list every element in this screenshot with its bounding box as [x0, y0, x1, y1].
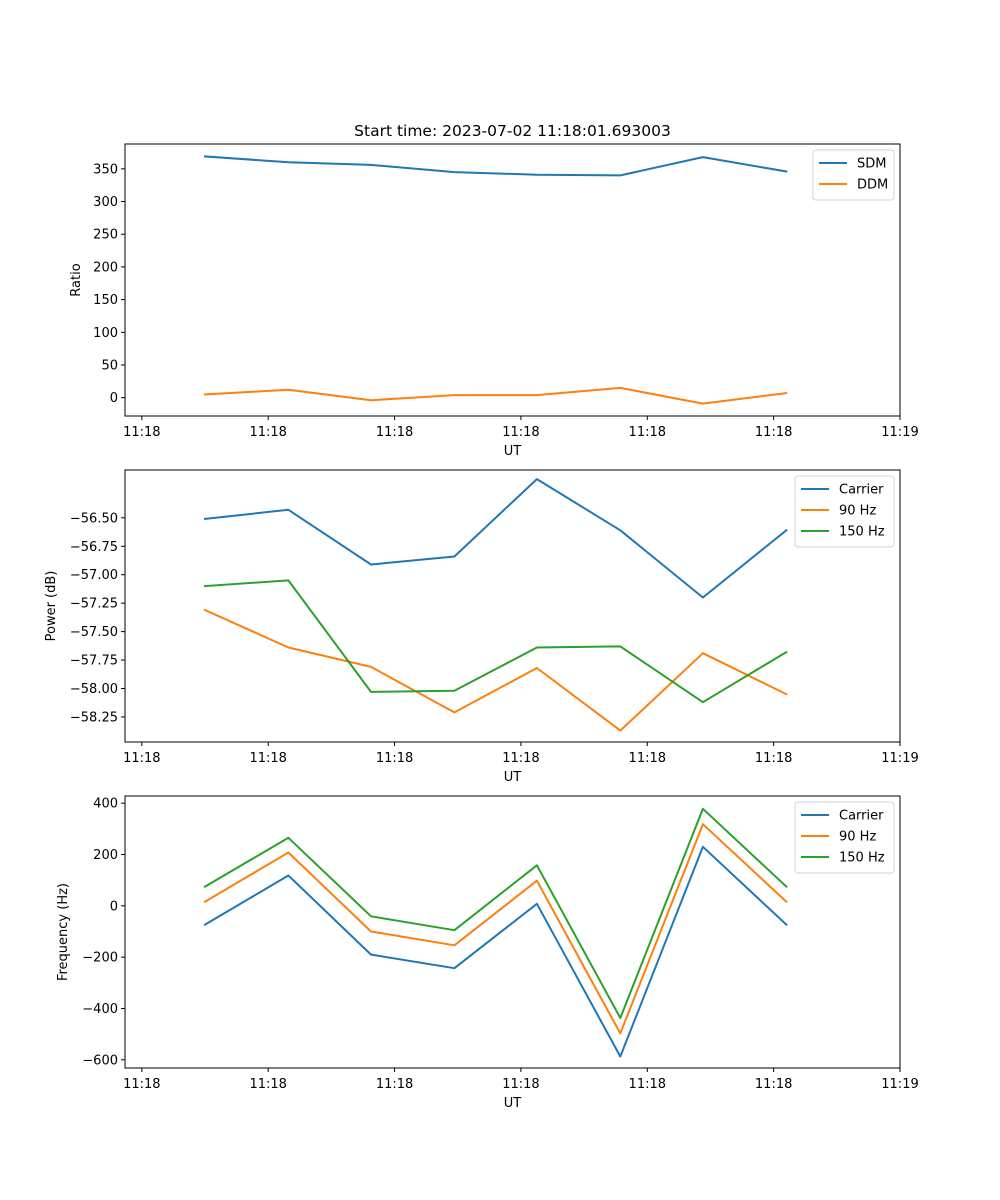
- power-axes-frame: [124, 469, 901, 743]
- ratio-legend: SDM DDM: [812, 149, 895, 201]
- power-xtick-label: 11:18: [123, 751, 160, 766]
- ratio-ytick-label: 150: [93, 293, 118, 308]
- figure-title: Start time: 2023-07-02 11:18:01.693003: [354, 122, 671, 140]
- ratio-x-axis-label: UT: [504, 444, 522, 459]
- frequency-xtick-label: 11:18: [249, 1077, 286, 1092]
- ratio-y-axis-label: Ratio: [69, 263, 84, 296]
- panel-power: 11:18 11:18 11:18 11:18 11:18 11:18 11:19 −58.2…: [44, 469, 919, 785]
- ratio-xtick-label: 11:18: [755, 425, 792, 440]
- frequency-legend-label-90-hz: 90 Hz: [839, 830, 876, 845]
- ratio-ytick-label: 250: [93, 228, 118, 243]
- ratio-ytick-label: 100: [93, 326, 118, 341]
- power-y-axis-label: Power (dB): [44, 571, 59, 642]
- power-xtick-label: 11:18: [249, 751, 286, 766]
- frequency-xtick-label: 11:19: [881, 1077, 918, 1092]
- frequency-xtick-label: 11:18: [123, 1077, 160, 1092]
- power-legend-label-carrier: Carrier: [839, 483, 884, 498]
- ratio-xtick-label: 11:18: [376, 425, 413, 440]
- ratio-legend-label-ddm: DDM: [857, 178, 888, 193]
- ratio-xtick-label: 11:18: [249, 425, 286, 440]
- power-legend: Carrier 90 Hz 150 Hz: [794, 475, 895, 548]
- panel-frequency: 11:18 11:18 11:18 11:18 11:18 11:18 11:19 −600 −…: [56, 795, 919, 1111]
- power-xtick-label: 11:18: [376, 751, 413, 766]
- ratio-ytick-label: 0: [110, 391, 118, 406]
- frequency-x-axis-label: UT: [504, 1096, 522, 1111]
- panel-ratio: 11:18 11:18 11:18 11:18 11:18 11:18 11:19 0 50 10…: [69, 143, 919, 459]
- frequency-legend: Carrier 90 Hz 150 Hz: [794, 801, 895, 874]
- ratio-series-line-ddm: [203, 386, 788, 405]
- ratio-xtick-label: 11:19: [881, 425, 918, 440]
- power-series-line-90-hz: [203, 608, 788, 732]
- power-xtick-label: 11:18: [629, 751, 666, 766]
- frequency-ytick-label: −600: [82, 1053, 118, 1068]
- frequency-xtick-label: 11:18: [755, 1077, 792, 1092]
- power-legend-box: [794, 475, 895, 548]
- frequency-y-axis-label: Frequency (Hz): [56, 883, 71, 981]
- power-ytick-label: −57.75: [70, 654, 118, 669]
- frequency-series-line-90-hz: [203, 823, 788, 1035]
- frequency-axes-frame: [124, 795, 901, 1069]
- frequency-legend-label-150-hz: 150 Hz: [839, 851, 885, 866]
- power-x-axis-label: UT: [504, 770, 522, 785]
- power-ytick-label: −58.25: [70, 710, 118, 725]
- power-legend-label-90-hz: 90 Hz: [839, 504, 876, 519]
- power-legend-label-150-hz: 150 Hz: [839, 525, 885, 540]
- frequency-legend-box: [794, 801, 895, 874]
- frequency-xtick-label: 11:18: [376, 1077, 413, 1092]
- power-xtick-label: 11:19: [881, 751, 918, 766]
- power-ytick-label: −56.75: [70, 540, 118, 555]
- ratio-xtick-label: 11:18: [629, 425, 666, 440]
- ratio-xtick-label: 11:18: [123, 425, 160, 440]
- power-ytick-label: −58.00: [70, 682, 118, 697]
- ratio-axes-frame: [124, 143, 901, 417]
- frequency-series-line-carrier: [203, 845, 788, 1058]
- power-ytick-label: −57.50: [70, 625, 118, 640]
- power-series-line-150-hz: [203, 579, 788, 704]
- frequency-xtick-label: 11:18: [629, 1077, 666, 1092]
- power-ytick-label: −57.25: [70, 597, 118, 612]
- frequency-ytick-label: 400: [93, 797, 118, 812]
- frequency-ytick-label: −200: [82, 951, 118, 966]
- ratio-xtick-label: 11:18: [502, 425, 539, 440]
- power-xtick-label: 11:18: [502, 751, 539, 766]
- ratio-ytick-label: 300: [93, 195, 118, 210]
- power-series-line-carrier: [203, 478, 788, 599]
- frequency-ytick-label: 200: [93, 848, 118, 863]
- frequency-xtick-label: 11:18: [502, 1077, 539, 1092]
- frequency-legend-label-carrier: Carrier: [839, 809, 884, 824]
- frequency-series-line-150-hz: [203, 807, 788, 1019]
- ratio-ytick-label: 350: [93, 162, 118, 177]
- ratio-ytick-label: 50: [101, 359, 118, 374]
- frequency-ytick-label: 0: [110, 899, 118, 914]
- ratio-legend-label-sdm: SDM: [857, 157, 886, 172]
- power-ytick-label: −56.50: [70, 511, 118, 526]
- power-ytick-label: −57.00: [70, 568, 118, 583]
- frequency-ytick-label: −400: [82, 1002, 118, 1017]
- ratio-series-line-sdm: [203, 155, 788, 177]
- ratio-ytick-label: 200: [93, 260, 118, 275]
- power-xtick-label: 11:18: [755, 751, 792, 766]
